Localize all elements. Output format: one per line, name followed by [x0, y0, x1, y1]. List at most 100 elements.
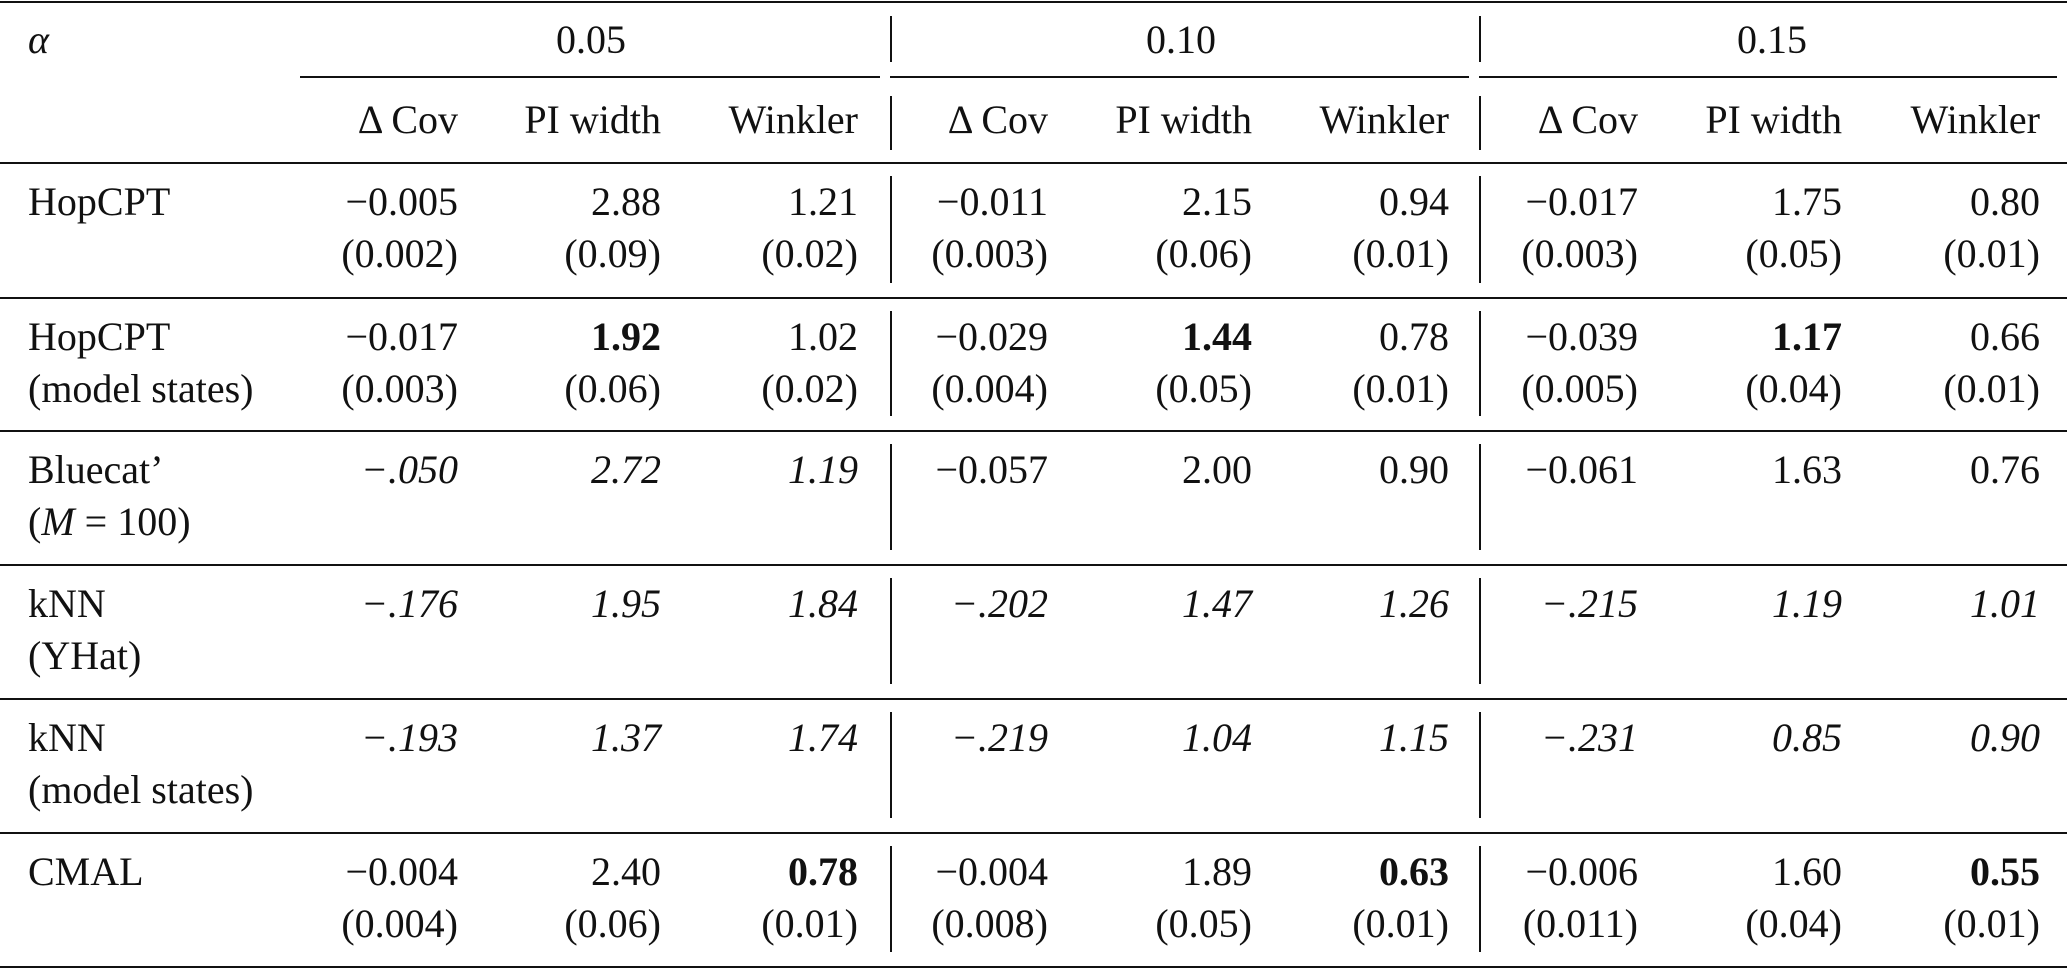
table-cell-value: 0.78: [1379, 314, 1449, 359]
table-cell-value: −.193: [361, 715, 458, 760]
table-cell-value: −0.057: [935, 447, 1048, 492]
group-separator: [1479, 176, 1481, 283]
group-separator: [1479, 16, 1481, 62]
table-cell-std: (0.003): [1521, 231, 1638, 276]
table-cell-value: −.215: [1541, 581, 1638, 626]
table-cell-value: 1.92: [591, 314, 661, 359]
row-label: CMAL: [28, 849, 144, 894]
alpha-group-label: 0.05: [556, 17, 626, 62]
table-cell-value: 2.40: [591, 849, 661, 894]
table-cell-value: −0.006: [1525, 849, 1638, 894]
table-cell-std: (0.09): [564, 231, 661, 276]
group-separator: [890, 578, 892, 684]
table-cell-value: 0.55: [1970, 849, 2040, 894]
table-cell-value: 2.88: [591, 179, 661, 224]
table-cell-value: 0.85: [1772, 715, 1842, 760]
metric-header: Δ Cov: [947, 97, 1048, 142]
table-cell-value: −0.005: [345, 179, 458, 224]
table-cell-value: 0.76: [1970, 447, 2040, 492]
group-separator: [1479, 444, 1481, 550]
group-separator: [890, 846, 892, 952]
group-separator: [890, 176, 892, 283]
table-cell-std: (0.01): [1352, 366, 1449, 411]
table-cell-value: 1.84: [788, 581, 858, 626]
group-underline: [890, 76, 1469, 78]
table-cell-std: (0.008): [931, 901, 1048, 946]
table-cell-std: (0.01): [1352, 901, 1449, 946]
table-cell-value: −0.004: [935, 849, 1048, 894]
metric-header: PI width: [524, 97, 661, 142]
table-cell-value: 1.02: [788, 314, 858, 359]
table-cell-std: (0.003): [931, 231, 1048, 276]
table-cell-value: 1.04: [1182, 715, 1252, 760]
alpha-group-label: 0.10: [1146, 17, 1216, 62]
alpha-label: α: [28, 17, 49, 62]
table-cell-value: 1.15: [1379, 715, 1449, 760]
row-label-sub: (model states): [28, 767, 254, 812]
table-cell-value: 1.44: [1182, 314, 1252, 359]
row-label: HopCPT: [28, 179, 171, 224]
group-separator: [890, 311, 892, 416]
table-cell-std: (0.05): [1155, 366, 1252, 411]
table-cell-value: 0.94: [1379, 179, 1449, 224]
table-cell-value: 1.47: [1182, 581, 1252, 626]
table-cell-value: −0.017: [345, 314, 458, 359]
table-cell-value: 0.66: [1970, 314, 2040, 359]
table-cell-value: 0.80: [1970, 179, 2040, 224]
group-underline: [1479, 76, 2057, 78]
table-cell-value: −.231: [1541, 715, 1638, 760]
table-cell-value: −0.039: [1525, 314, 1638, 359]
table-cell-std: (0.06): [1155, 231, 1252, 276]
table-cell-std: (0.05): [1745, 231, 1842, 276]
table-cell-std: (0.004): [931, 366, 1048, 411]
table-cell-std: (0.01): [1943, 366, 2040, 411]
metric-header: Winkler: [1910, 97, 2040, 142]
table-cell-value: −0.017: [1525, 179, 1638, 224]
table-cell-value: 1.19: [788, 447, 858, 492]
table-cell-value: −0.061: [1525, 447, 1638, 492]
table-cell-value: −.219: [951, 715, 1048, 760]
group-separator: [890, 16, 892, 62]
table-cell-std: (0.002): [341, 231, 458, 276]
metric-header: PI width: [1705, 97, 1842, 142]
table-cell-std: (0.06): [564, 901, 661, 946]
table-cell-value: 1.95: [591, 581, 661, 626]
table-cell-value: −.176: [361, 581, 458, 626]
table-cell-value: 1.75: [1772, 179, 1842, 224]
table-cell-value: −0.004: [345, 849, 458, 894]
group-separator: [1479, 311, 1481, 416]
row-rule: [0, 297, 2067, 299]
table-cell-std: (0.02): [761, 366, 858, 411]
table-cell-value: 1.89: [1182, 849, 1252, 894]
row-rule: [0, 698, 2067, 700]
table-cell-std: (0.003): [341, 366, 458, 411]
table-cell-value: 0.90: [1379, 447, 1449, 492]
group-underline: [300, 76, 880, 78]
table-cell-value: 1.74: [788, 715, 858, 760]
row-label-sub: (YHat): [28, 633, 142, 678]
table-cell-value: 1.26: [1379, 581, 1449, 626]
row-label: Bluecat’: [28, 447, 164, 492]
group-separator: [890, 96, 892, 150]
table-cell-value: −0.029: [935, 314, 1048, 359]
metric-header: Winkler: [1319, 97, 1449, 142]
table-cell-std: (0.05): [1155, 901, 1252, 946]
table-cell-value: −.050: [361, 447, 458, 492]
group-separator: [1479, 96, 1481, 150]
table-cell-value: 0.78: [788, 849, 858, 894]
row-rule: [0, 832, 2067, 834]
table-cell-value: 1.17: [1772, 314, 1842, 359]
table-cell-std: (0.04): [1745, 366, 1842, 411]
table-cell-std: (0.06): [564, 366, 661, 411]
group-separator: [890, 444, 892, 550]
table-cell-value: 0.63: [1379, 849, 1449, 894]
table-cell-value: 1.01: [1970, 581, 2040, 626]
metric-header: PI width: [1115, 97, 1252, 142]
header-rule: [0, 162, 2067, 164]
row-label: kNN: [28, 581, 106, 626]
table-cell-std: (0.04): [1745, 901, 1842, 946]
row-label: HopCPT: [28, 314, 171, 359]
row-rule: [0, 430, 2067, 432]
group-separator: [1479, 578, 1481, 684]
